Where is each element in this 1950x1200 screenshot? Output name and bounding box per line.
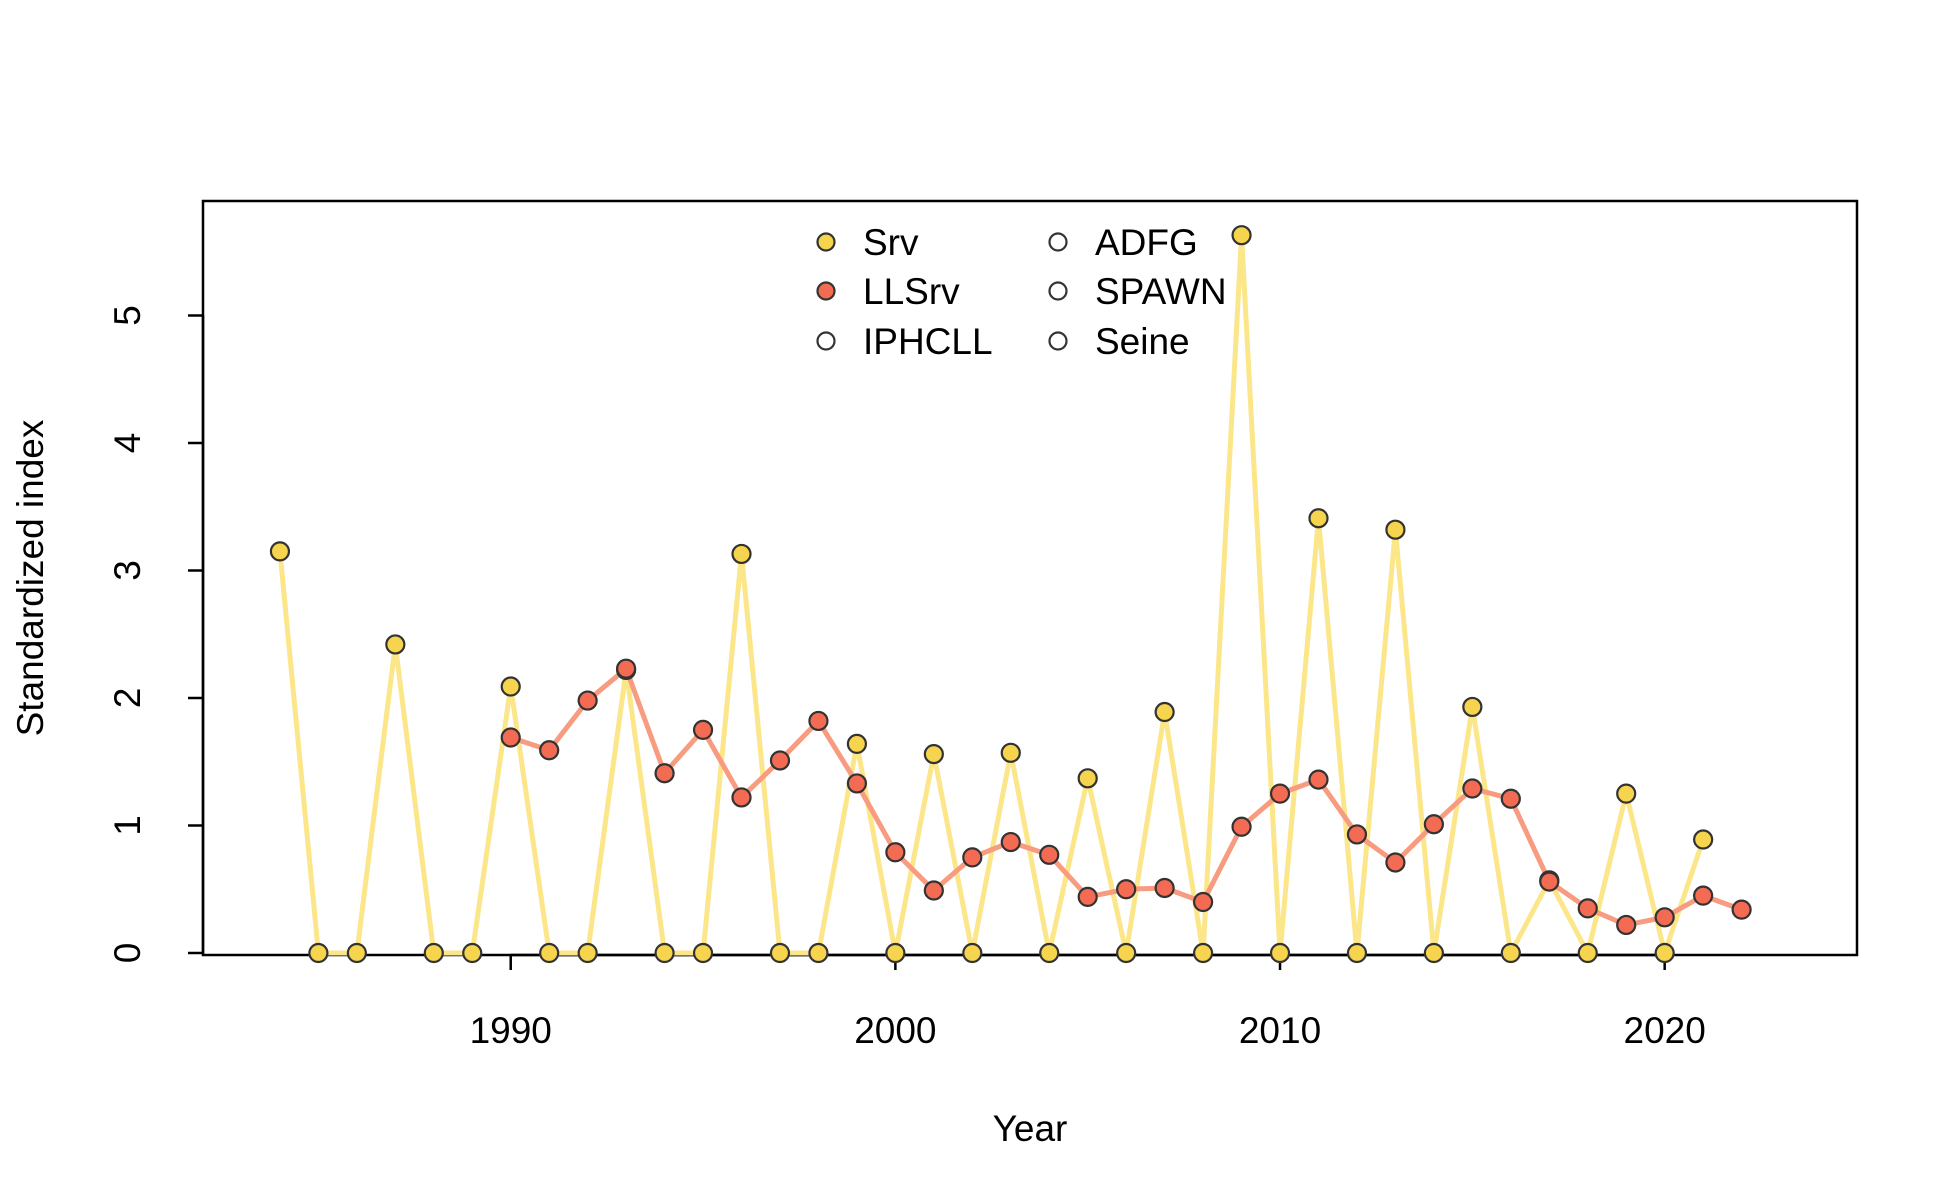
data-point-srv [923, 743, 944, 765]
data-point-llsrv [692, 719, 714, 740]
data-point-srv [385, 634, 406, 655]
data-point-llsrv [885, 842, 906, 863]
legend: Srv LLSrv IPHCLL ADFG SPAWN Seine [816, 222, 1227, 362]
data-point-llsrv [962, 847, 983, 868]
data-point-srv [462, 942, 483, 964]
data-point-llsrv [1654, 907, 1675, 928]
data-point-llsrv [1077, 886, 1098, 908]
data-point-srv [1077, 768, 1098, 789]
data-point-srv [808, 942, 829, 964]
data-point-srv [654, 942, 675, 964]
data-point-srv [962, 942, 983, 964]
data-point-llsrv [1616, 914, 1637, 936]
legend-marker-spawn [1048, 281, 1068, 301]
data-point-llsrv [1539, 871, 1560, 892]
legend-label-iphcll: IPHCLL [863, 321, 993, 362]
data-point-srv [1462, 696, 1483, 718]
y-tick-label: 3 [107, 560, 148, 581]
data-point-srv [692, 942, 714, 964]
data-point-llsrv [1462, 778, 1483, 799]
data-point-llsrv [616, 658, 637, 679]
data-point-llsrv [1269, 783, 1291, 804]
legend-label-spawn: SPAWN [1095, 271, 1227, 312]
y-tick-label: 2 [107, 688, 148, 709]
legend-marker-seine [1048, 331, 1068, 351]
data-point-llsrv [1693, 885, 1714, 906]
data-point-srv [1231, 225, 1252, 246]
y-axis-title: Standardized index [10, 419, 51, 736]
data-point-llsrv [1039, 844, 1060, 865]
y-tick-label: 5 [107, 305, 148, 326]
data-point-srv [1039, 942, 1060, 964]
series-points [269, 225, 1752, 964]
data-point-llsrv [769, 750, 791, 771]
legend-label-srv: Srv [863, 222, 919, 263]
data-point-srv [539, 942, 560, 964]
y-tick-label: 1 [107, 815, 148, 836]
legend-marker-adfg [1048, 232, 1068, 252]
data-point-llsrv [1192, 891, 1214, 913]
data-point-srv [1423, 942, 1444, 964]
data-point-llsrv [1116, 879, 1137, 900]
data-point-srv [346, 942, 367, 964]
data-point-llsrv [731, 787, 752, 808]
data-point-llsrv [808, 710, 829, 732]
data-point-srv [846, 733, 868, 755]
legend-marker-srv [816, 232, 836, 252]
data-point-llsrv [1731, 899, 1752, 920]
legend-marker-llsrv [816, 281, 836, 301]
data-point-llsrv [1154, 877, 1175, 899]
data-point-srv [1116, 942, 1137, 964]
data-point-llsrv [1346, 824, 1368, 845]
data-point-srv [769, 942, 791, 964]
data-point-llsrv [1231, 816, 1252, 837]
legend-label-seine: Seine [1095, 321, 1190, 362]
data-point-srv [1385, 519, 1406, 540]
data-point-srv [1500, 942, 1521, 964]
data-point-llsrv [539, 740, 560, 761]
data-point-llsrv [846, 773, 868, 794]
data-point-llsrv [1000, 831, 1021, 853]
x-axis-title: Year [993, 1108, 1068, 1149]
data-point-llsrv [1308, 769, 1329, 790]
data-point-srv [308, 942, 329, 964]
data-point-srv [731, 543, 752, 565]
data-point-llsrv [577, 690, 598, 711]
data-point-llsrv [1385, 852, 1406, 873]
data-point-srv [885, 942, 906, 964]
data-point-srv [1192, 942, 1214, 964]
data-point-srv [1654, 942, 1675, 964]
x-tick-label: 2000 [854, 1010, 936, 1051]
x-tick-label: 1990 [470, 1010, 552, 1051]
data-point-srv [1308, 508, 1329, 529]
data-point-llsrv [1423, 814, 1444, 835]
y-axis: 0 1 2 3 4 5 [107, 305, 205, 964]
x-axis: 1990 2000 2010 2020 [470, 953, 1706, 1051]
x-tick-label: 2010 [1239, 1010, 1321, 1051]
data-point-llsrv [1577, 898, 1598, 919]
data-point-llsrv [500, 727, 521, 748]
y-tick-label: 4 [107, 433, 148, 454]
data-point-llsrv [1500, 788, 1521, 809]
data-point-srv [1577, 942, 1598, 964]
y-tick-label: 0 [107, 943, 148, 964]
data-point-llsrv [923, 880, 944, 901]
data-point-srv [1154, 701, 1175, 723]
data-point-srv [423, 942, 444, 964]
legend-label-adfg: ADFG [1095, 222, 1198, 263]
data-point-srv [1269, 942, 1291, 964]
legend-marker-iphcll [816, 331, 836, 351]
x-tick-label: 2020 [1624, 1010, 1706, 1051]
data-point-srv [1000, 742, 1021, 763]
data-point-srv [269, 541, 291, 562]
data-point-llsrv [654, 763, 675, 784]
data-point-srv [1346, 942, 1368, 964]
data-point-srv [577, 942, 598, 964]
legend-label-llsrv: LLSrv [863, 271, 960, 312]
data-point-srv [500, 676, 521, 697]
data-point-srv [1693, 829, 1714, 850]
data-point-srv [1616, 783, 1637, 804]
